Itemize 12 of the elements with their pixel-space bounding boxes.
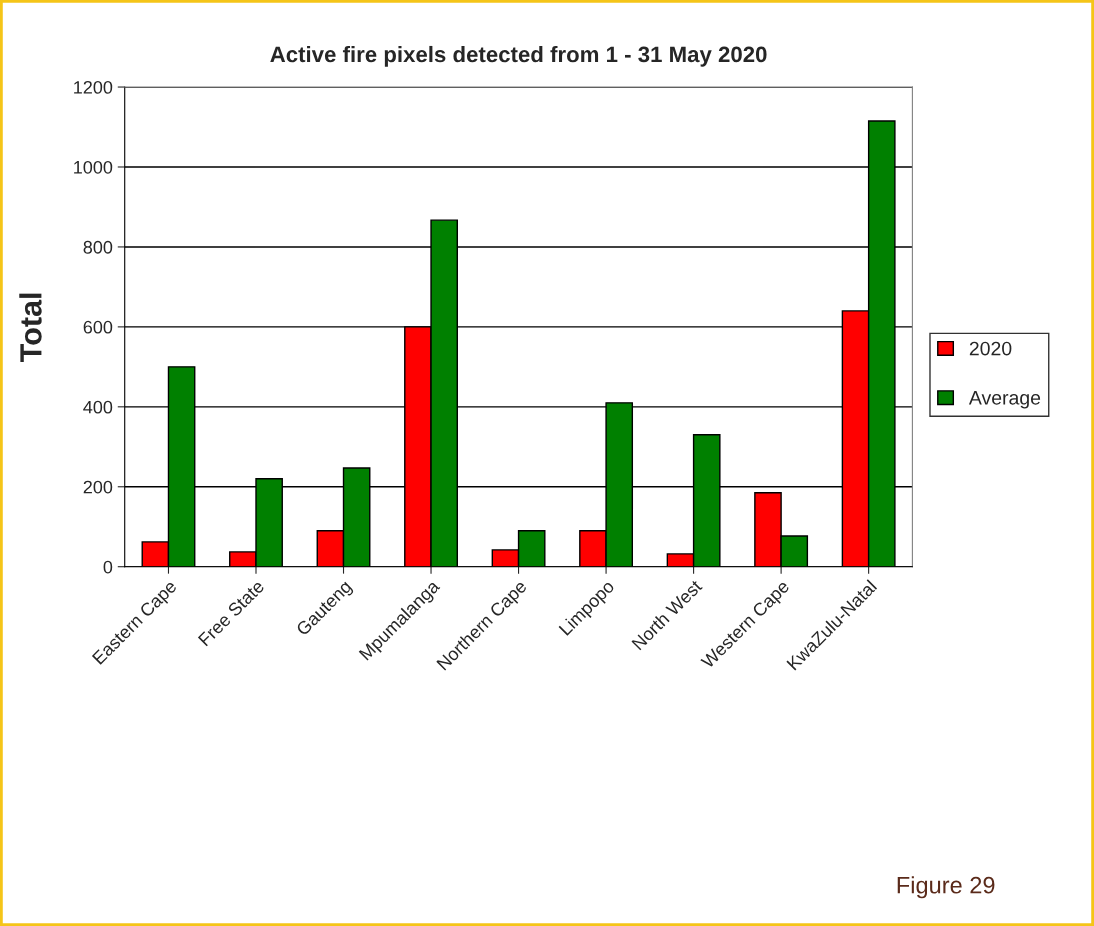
y-axis-title: Total [19, 293, 42, 362]
legend-label: 2020 [969, 341, 1012, 356]
y-tick-label: 800 [83, 240, 113, 254]
y-tick-label: 200 [83, 480, 113, 494]
y-tick-label: 1200 [74, 80, 113, 94]
caption: Figure 29 [897, 876, 995, 899]
chart-title: Active fire pixels detected from 1 - 31 May 2020 [270, 45, 767, 67]
y-tick-label: 400 [83, 400, 113, 414]
y-tick-label: 600 [83, 320, 113, 334]
y-tick-label: 0 [103, 560, 113, 574]
y-tick-label: 1000 [74, 160, 113, 174]
legend-label: Average [968, 391, 1041, 409]
